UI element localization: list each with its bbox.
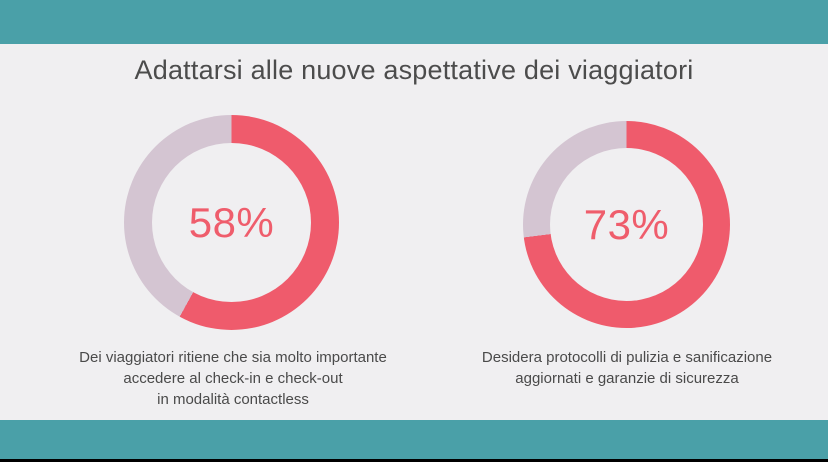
donut-hole: 73% <box>550 148 703 301</box>
caption-line: Desidera protocolli di pulizia e sanific… <box>481 349 773 366</box>
bottom-black-strip <box>0 459 828 462</box>
caption-line: Dei viaggiatori ritiene che sia molto im… <box>79 349 387 366</box>
caption-contactless: Dei viaggiatori ritiene che sia molto im… <box>43 347 423 410</box>
donut-hole: 58% <box>152 143 311 302</box>
header-bar <box>0 0 828 44</box>
caption-line: in modalità contactless <box>157 391 309 408</box>
caption-pulizia: Desidera protocolli di pulizia e sanific… <box>437 347 817 389</box>
page-title: Adattarsi alle nuove aspettative dei via… <box>134 55 694 85</box>
percent-label: 73% <box>583 200 670 248</box>
donut-chart-contactless: 58% <box>124 115 339 330</box>
caption-line: accedere al check-in e check-out <box>123 370 343 387</box>
footer-bar: ©Travelport 2020 <box>0 420 828 459</box>
percent-label: 58% <box>188 198 275 246</box>
caption-line: aggiornati e garanzie di sicurezza <box>515 370 739 387</box>
donut-chart-pulizia: 73% <box>523 121 730 328</box>
